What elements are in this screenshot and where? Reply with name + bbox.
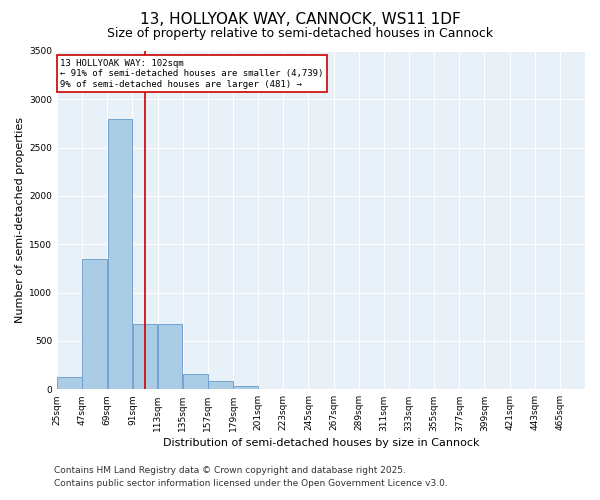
Text: 13 HOLLYOAK WAY: 102sqm
← 91% of semi-detached houses are smaller (4,739)
9% of : 13 HOLLYOAK WAY: 102sqm ← 91% of semi-de… bbox=[61, 58, 324, 88]
Bar bbox=[57, 377, 82, 390]
Text: Contains HM Land Registry data © Crown copyright and database right 2025.
Contai: Contains HM Land Registry data © Crown c… bbox=[54, 466, 448, 487]
Bar bbox=[107, 118, 132, 390]
Bar bbox=[183, 374, 208, 390]
Bar bbox=[158, 324, 182, 390]
Y-axis label: Number of semi-detached properties: Number of semi-detached properties bbox=[15, 117, 25, 323]
Bar bbox=[233, 386, 258, 390]
X-axis label: Distribution of semi-detached houses by size in Cannock: Distribution of semi-detached houses by … bbox=[163, 438, 479, 448]
Text: 13, HOLLYOAK WAY, CANNOCK, WS11 1DF: 13, HOLLYOAK WAY, CANNOCK, WS11 1DF bbox=[140, 12, 460, 28]
Text: Size of property relative to semi-detached houses in Cannock: Size of property relative to semi-detach… bbox=[107, 28, 493, 40]
Bar bbox=[82, 259, 107, 390]
Bar bbox=[133, 324, 157, 390]
Bar bbox=[208, 380, 233, 390]
